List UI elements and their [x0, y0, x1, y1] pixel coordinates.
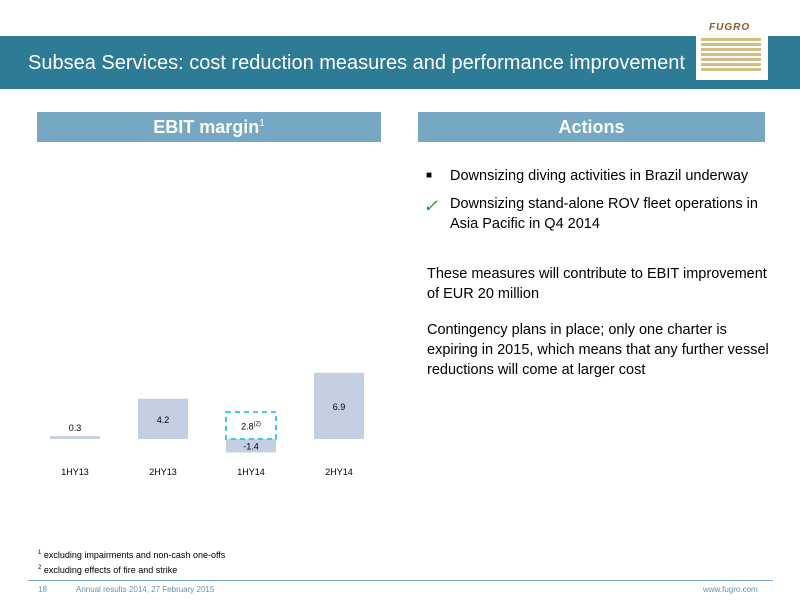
page-title: Subsea Services: cost reduction measures… — [28, 52, 685, 74]
chart-bar — [226, 439, 276, 453]
page-number: 18 — [38, 585, 47, 594]
action-text: Downsizing diving activities in Brazil u… — [450, 168, 749, 184]
paragraph: Contingency plans in place; only one cha… — [427, 322, 769, 378]
chart-data-label: 6.9 — [333, 402, 346, 412]
action-bullet: ■ Downsizing diving activities in Brazil… — [420, 166, 770, 186]
actions-heading: Actions — [418, 112, 765, 142]
chart-tick-label: 1HY14 — [237, 467, 265, 477]
footnotes: 1 excluding impairments and non-cash one… — [38, 547, 225, 577]
chart-tick-label: 1HY13 — [61, 467, 89, 477]
chart-data-label: 4.2 — [157, 415, 170, 425]
chart-data-label: 0.3 — [69, 423, 82, 433]
fugro-logo: FUGRO — [696, 14, 768, 80]
footnote: 2 excluding effects of fire and strike — [38, 565, 178, 575]
checkmark-icon: ✓ — [423, 196, 439, 216]
paragraph: These measures will contribute to EBIT i… — [427, 266, 767, 302]
ebit-margin-heading-sup: 1 — [259, 118, 265, 129]
action-bullet: ✓ Downsizing stand-alone ROV fleet opera… — [420, 194, 770, 234]
logo-text: FUGRO — [709, 22, 751, 33]
actions-list: ■ Downsizing diving activities in Brazil… — [420, 166, 770, 380]
logo-icon — [701, 38, 761, 74]
chart-bar — [50, 436, 100, 439]
ebit-chart: 0.3 1HY13 4.2 2HY13 -1.4 1HY14 6.9 2HY14 2.8(2) — [40, 300, 380, 500]
action-text: Downsizing stand-alone ROV fleet operati… — [450, 196, 758, 232]
ebit-chart-svg: 0.3 1HY13 4.2 2HY13 -1.4 1HY14 6.9 2HY14 2.8(2) — [50, 372, 364, 477]
chart-bar — [314, 372, 364, 439]
footer-website: www.fugro.com — [703, 585, 758, 594]
chart-annotation-label: 2.8(2) — [241, 422, 261, 432]
footnote: 1 excluding impairments and non-cash one… — [38, 550, 226, 560]
ebit-margin-heading-text: EBIT margin — [153, 117, 260, 137]
title-bar — [0, 36, 800, 89]
chart-tick-label: 2HY14 — [325, 467, 353, 477]
chart-bar — [138, 398, 188, 439]
footer-event: Annual results 2014, 27 February 2015 — [76, 585, 215, 594]
chart-annotation-box — [225, 411, 277, 441]
chart-data-label: -1.4 — [243, 442, 259, 452]
ebit-margin-heading: EBIT margin1 — [37, 112, 381, 142]
footer-divider — [28, 580, 773, 581]
chart-tick-label: 2HY13 — [149, 467, 177, 477]
square-bullet-icon: ■ — [426, 170, 433, 181]
